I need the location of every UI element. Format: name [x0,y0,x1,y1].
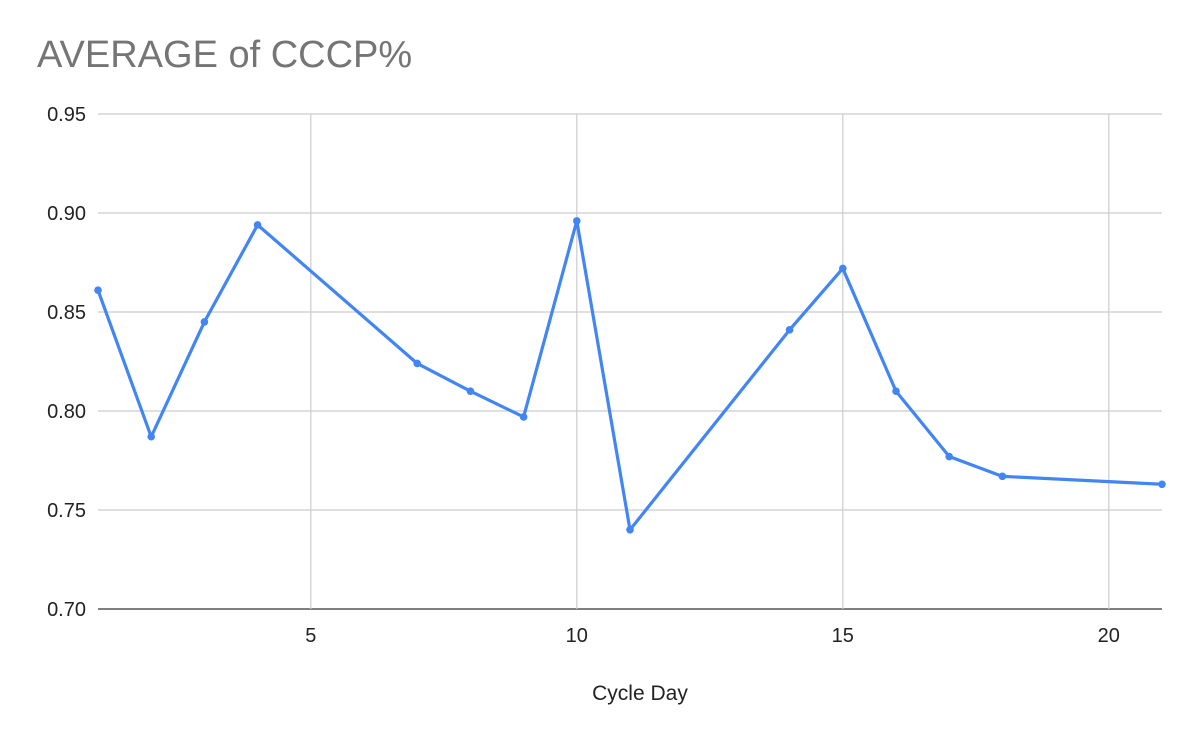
data-point [785,326,794,334]
y-tick-label: 0.80 [47,401,86,423]
x-tick-label: 10 [566,625,588,647]
chart-title: AVERAGE of CCCP% [37,34,413,76]
y-tick-label: 0.75 [47,500,86,522]
data-point [626,526,634,534]
data-point [466,387,475,396]
data-point [200,318,209,326]
x-tick-label: 20 [1098,625,1120,647]
y-tick-label: 0.95 [47,104,86,126]
x-tick-label: 15 [832,625,854,647]
data-point [839,264,847,273]
data-point [147,432,155,441]
data-point [573,217,581,225]
data-point [998,472,1007,481]
data-point [413,359,422,368]
y-tick-label: 0.90 [47,203,86,225]
data-point [892,387,900,396]
data-point [94,286,102,295]
y-tick-label: 0.85 [47,302,86,324]
y-axis-ticks: 0.70 0.75 0.80 0.85 0.90 0.95 [47,104,86,621]
x-axis-ticks: 5 10 15 20 [305,625,1120,647]
grid-layer [98,113,1162,610]
data-point [253,221,262,229]
series-layer [94,217,1166,534]
x-axis-title: Cycle Day [592,682,688,705]
x-tick-label: 5 [305,625,316,647]
data-point [519,413,528,421]
data-point [1158,480,1166,489]
y-tick-label: 0.70 [47,599,86,621]
series-line [96,219,1164,532]
data-point [945,452,953,461]
